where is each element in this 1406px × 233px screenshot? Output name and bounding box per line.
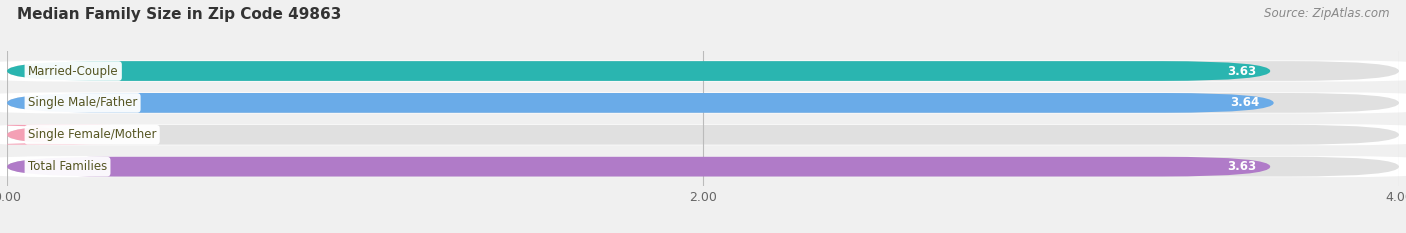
FancyBboxPatch shape bbox=[0, 92, 1406, 113]
Text: 3.63: 3.63 bbox=[1227, 160, 1257, 173]
FancyBboxPatch shape bbox=[7, 93, 1399, 113]
Text: Single Male/Father: Single Male/Father bbox=[28, 96, 138, 110]
Text: Total Families: Total Families bbox=[28, 160, 107, 173]
FancyBboxPatch shape bbox=[0, 156, 1406, 177]
Text: 3.64: 3.64 bbox=[1230, 96, 1260, 110]
FancyBboxPatch shape bbox=[7, 125, 1399, 145]
FancyBboxPatch shape bbox=[7, 61, 1399, 81]
FancyBboxPatch shape bbox=[7, 157, 1399, 177]
Text: 0.00: 0.00 bbox=[97, 128, 127, 141]
Text: Source: ZipAtlas.com: Source: ZipAtlas.com bbox=[1264, 7, 1389, 20]
Text: Median Family Size in Zip Code 49863: Median Family Size in Zip Code 49863 bbox=[17, 7, 342, 22]
FancyBboxPatch shape bbox=[7, 61, 1270, 81]
FancyBboxPatch shape bbox=[7, 93, 1274, 113]
Text: 3.63: 3.63 bbox=[1227, 65, 1257, 78]
Text: Single Female/Mother: Single Female/Mother bbox=[28, 128, 156, 141]
FancyBboxPatch shape bbox=[0, 125, 115, 145]
FancyBboxPatch shape bbox=[7, 157, 1270, 177]
Text: Married-Couple: Married-Couple bbox=[28, 65, 118, 78]
FancyBboxPatch shape bbox=[0, 61, 1406, 82]
FancyBboxPatch shape bbox=[0, 124, 1406, 145]
